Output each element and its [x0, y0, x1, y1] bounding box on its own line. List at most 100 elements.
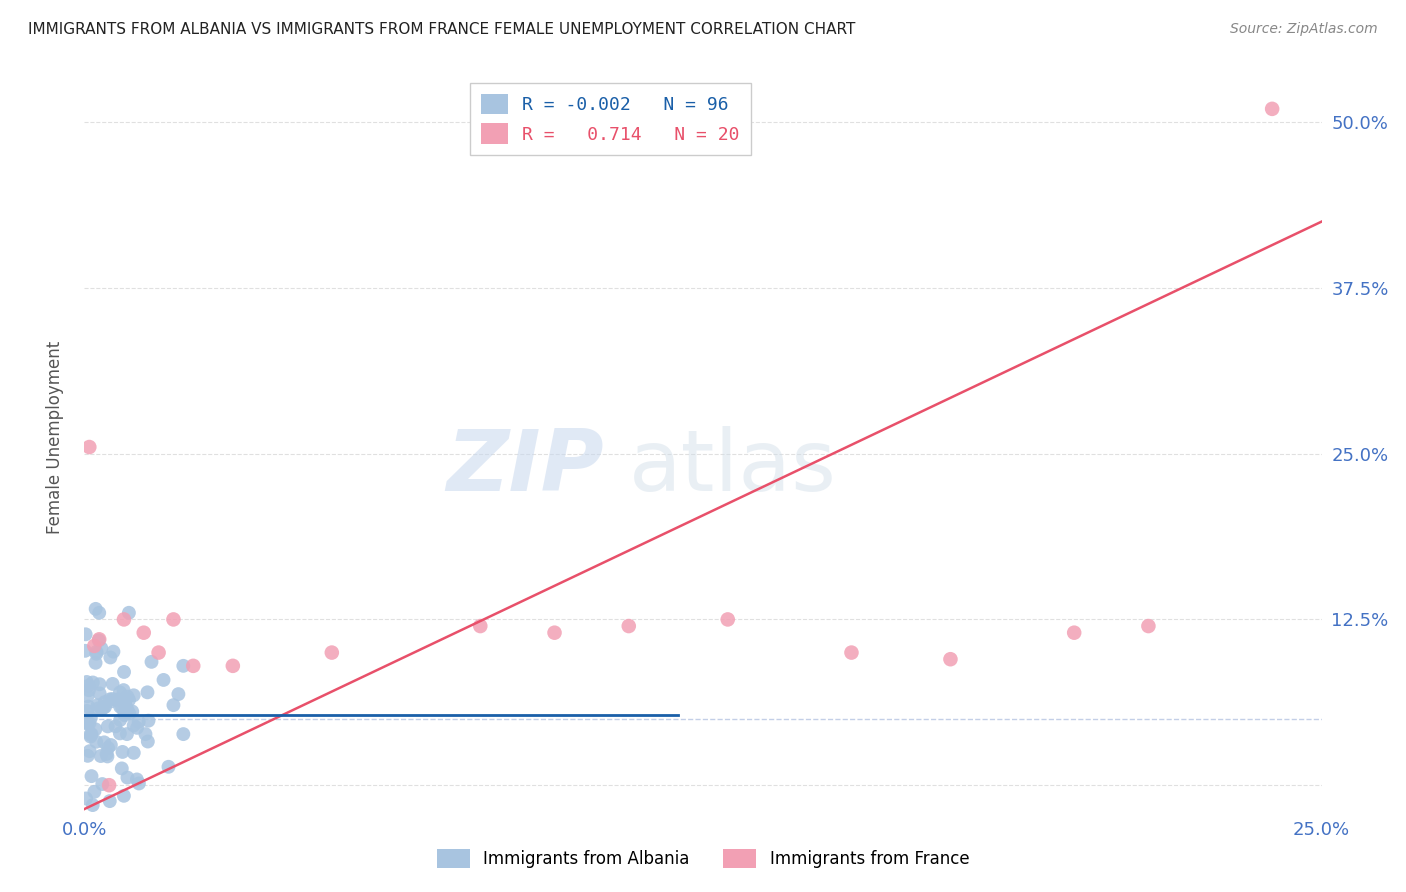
Point — [77, 683, 100, 698]
Point — [543, 625, 565, 640]
Point — [75, 791, 97, 805]
Point — [104, 719, 127, 733]
Text: IMMIGRANTS FROM ALBANIA VS IMMIGRANTS FROM FRANCE FEMALE UNEMPLOYMENT CORRELATIO: IMMIGRANTS FROM ALBANIA VS IMMIGRANTS FR… — [28, 22, 855, 37]
Point — [97, 741, 120, 756]
Point — [162, 612, 184, 626]
Point — [115, 702, 138, 716]
Point — [111, 761, 134, 775]
Legend: R = -0.002   N = 96, R =   0.714   N = 20: R = -0.002 N = 96, R = 0.714 N = 20 — [470, 83, 751, 155]
Point — [321, 646, 343, 660]
Point — [157, 760, 180, 774]
Point — [82, 675, 104, 690]
Point — [108, 726, 131, 740]
Point — [118, 706, 141, 721]
Point — [122, 746, 145, 760]
Point — [1063, 625, 1085, 640]
Point — [112, 612, 135, 626]
Point — [114, 708, 136, 723]
Point — [108, 713, 131, 727]
Point — [93, 700, 115, 714]
Point — [115, 727, 138, 741]
Y-axis label: Female Unemployment: Female Unemployment — [45, 341, 63, 533]
Point — [134, 727, 156, 741]
Point — [90, 702, 112, 716]
Point — [76, 704, 98, 718]
Point — [148, 646, 170, 660]
Point — [152, 673, 174, 687]
Point — [108, 685, 131, 699]
Point — [98, 794, 121, 808]
Point — [132, 625, 155, 640]
Point — [80, 769, 103, 783]
Point — [76, 716, 98, 731]
Point — [84, 735, 107, 749]
Point — [96, 747, 118, 761]
Point — [98, 692, 121, 706]
Point — [79, 730, 101, 744]
Point — [82, 798, 104, 813]
Point — [114, 706, 136, 721]
Point — [117, 690, 139, 704]
Point — [79, 716, 101, 731]
Point — [83, 639, 105, 653]
Legend: Immigrants from Albania, Immigrants from France: Immigrants from Albania, Immigrants from… — [430, 842, 976, 875]
Point — [172, 658, 194, 673]
Point — [93, 735, 115, 749]
Text: Source: ZipAtlas.com: Source: ZipAtlas.com — [1230, 22, 1378, 37]
Point — [89, 606, 111, 620]
Point — [138, 714, 160, 728]
Text: ZIP: ZIP — [446, 425, 605, 508]
Point — [101, 677, 124, 691]
Point — [84, 656, 107, 670]
Point — [75, 627, 97, 641]
Point — [86, 698, 108, 713]
Point — [89, 686, 111, 700]
Point — [112, 665, 135, 679]
Point — [107, 692, 129, 706]
Point — [90, 749, 112, 764]
Point — [101, 694, 124, 708]
Point — [100, 738, 122, 752]
Point — [101, 692, 124, 706]
Point — [86, 647, 108, 661]
Point — [841, 646, 863, 660]
Point — [87, 701, 110, 715]
Point — [172, 727, 194, 741]
Point — [75, 644, 97, 658]
Point — [167, 687, 190, 701]
Point — [128, 714, 150, 729]
Point — [939, 652, 962, 666]
Point — [84, 723, 107, 737]
Point — [125, 721, 148, 735]
Point — [111, 700, 134, 714]
Point — [114, 698, 136, 713]
Point — [1261, 102, 1284, 116]
Point — [136, 734, 159, 748]
Point — [98, 778, 121, 792]
Point — [80, 711, 103, 725]
Point — [108, 699, 131, 714]
Point — [79, 744, 101, 758]
Point — [79, 728, 101, 742]
Point — [162, 698, 184, 712]
Point — [112, 789, 135, 803]
Point — [83, 785, 105, 799]
Point — [1137, 619, 1160, 633]
Point — [76, 748, 98, 763]
Point — [94, 700, 117, 714]
Point — [112, 683, 135, 698]
Point — [77, 699, 100, 714]
Point — [91, 777, 114, 791]
Point — [125, 772, 148, 787]
Point — [103, 645, 125, 659]
Point — [84, 602, 107, 616]
Point — [181, 658, 204, 673]
Point — [122, 688, 145, 702]
Point — [136, 685, 159, 699]
Point — [111, 745, 134, 759]
Point — [122, 718, 145, 732]
Point — [93, 695, 115, 709]
Point — [86, 645, 108, 659]
Point — [79, 440, 101, 454]
Point — [90, 641, 112, 656]
